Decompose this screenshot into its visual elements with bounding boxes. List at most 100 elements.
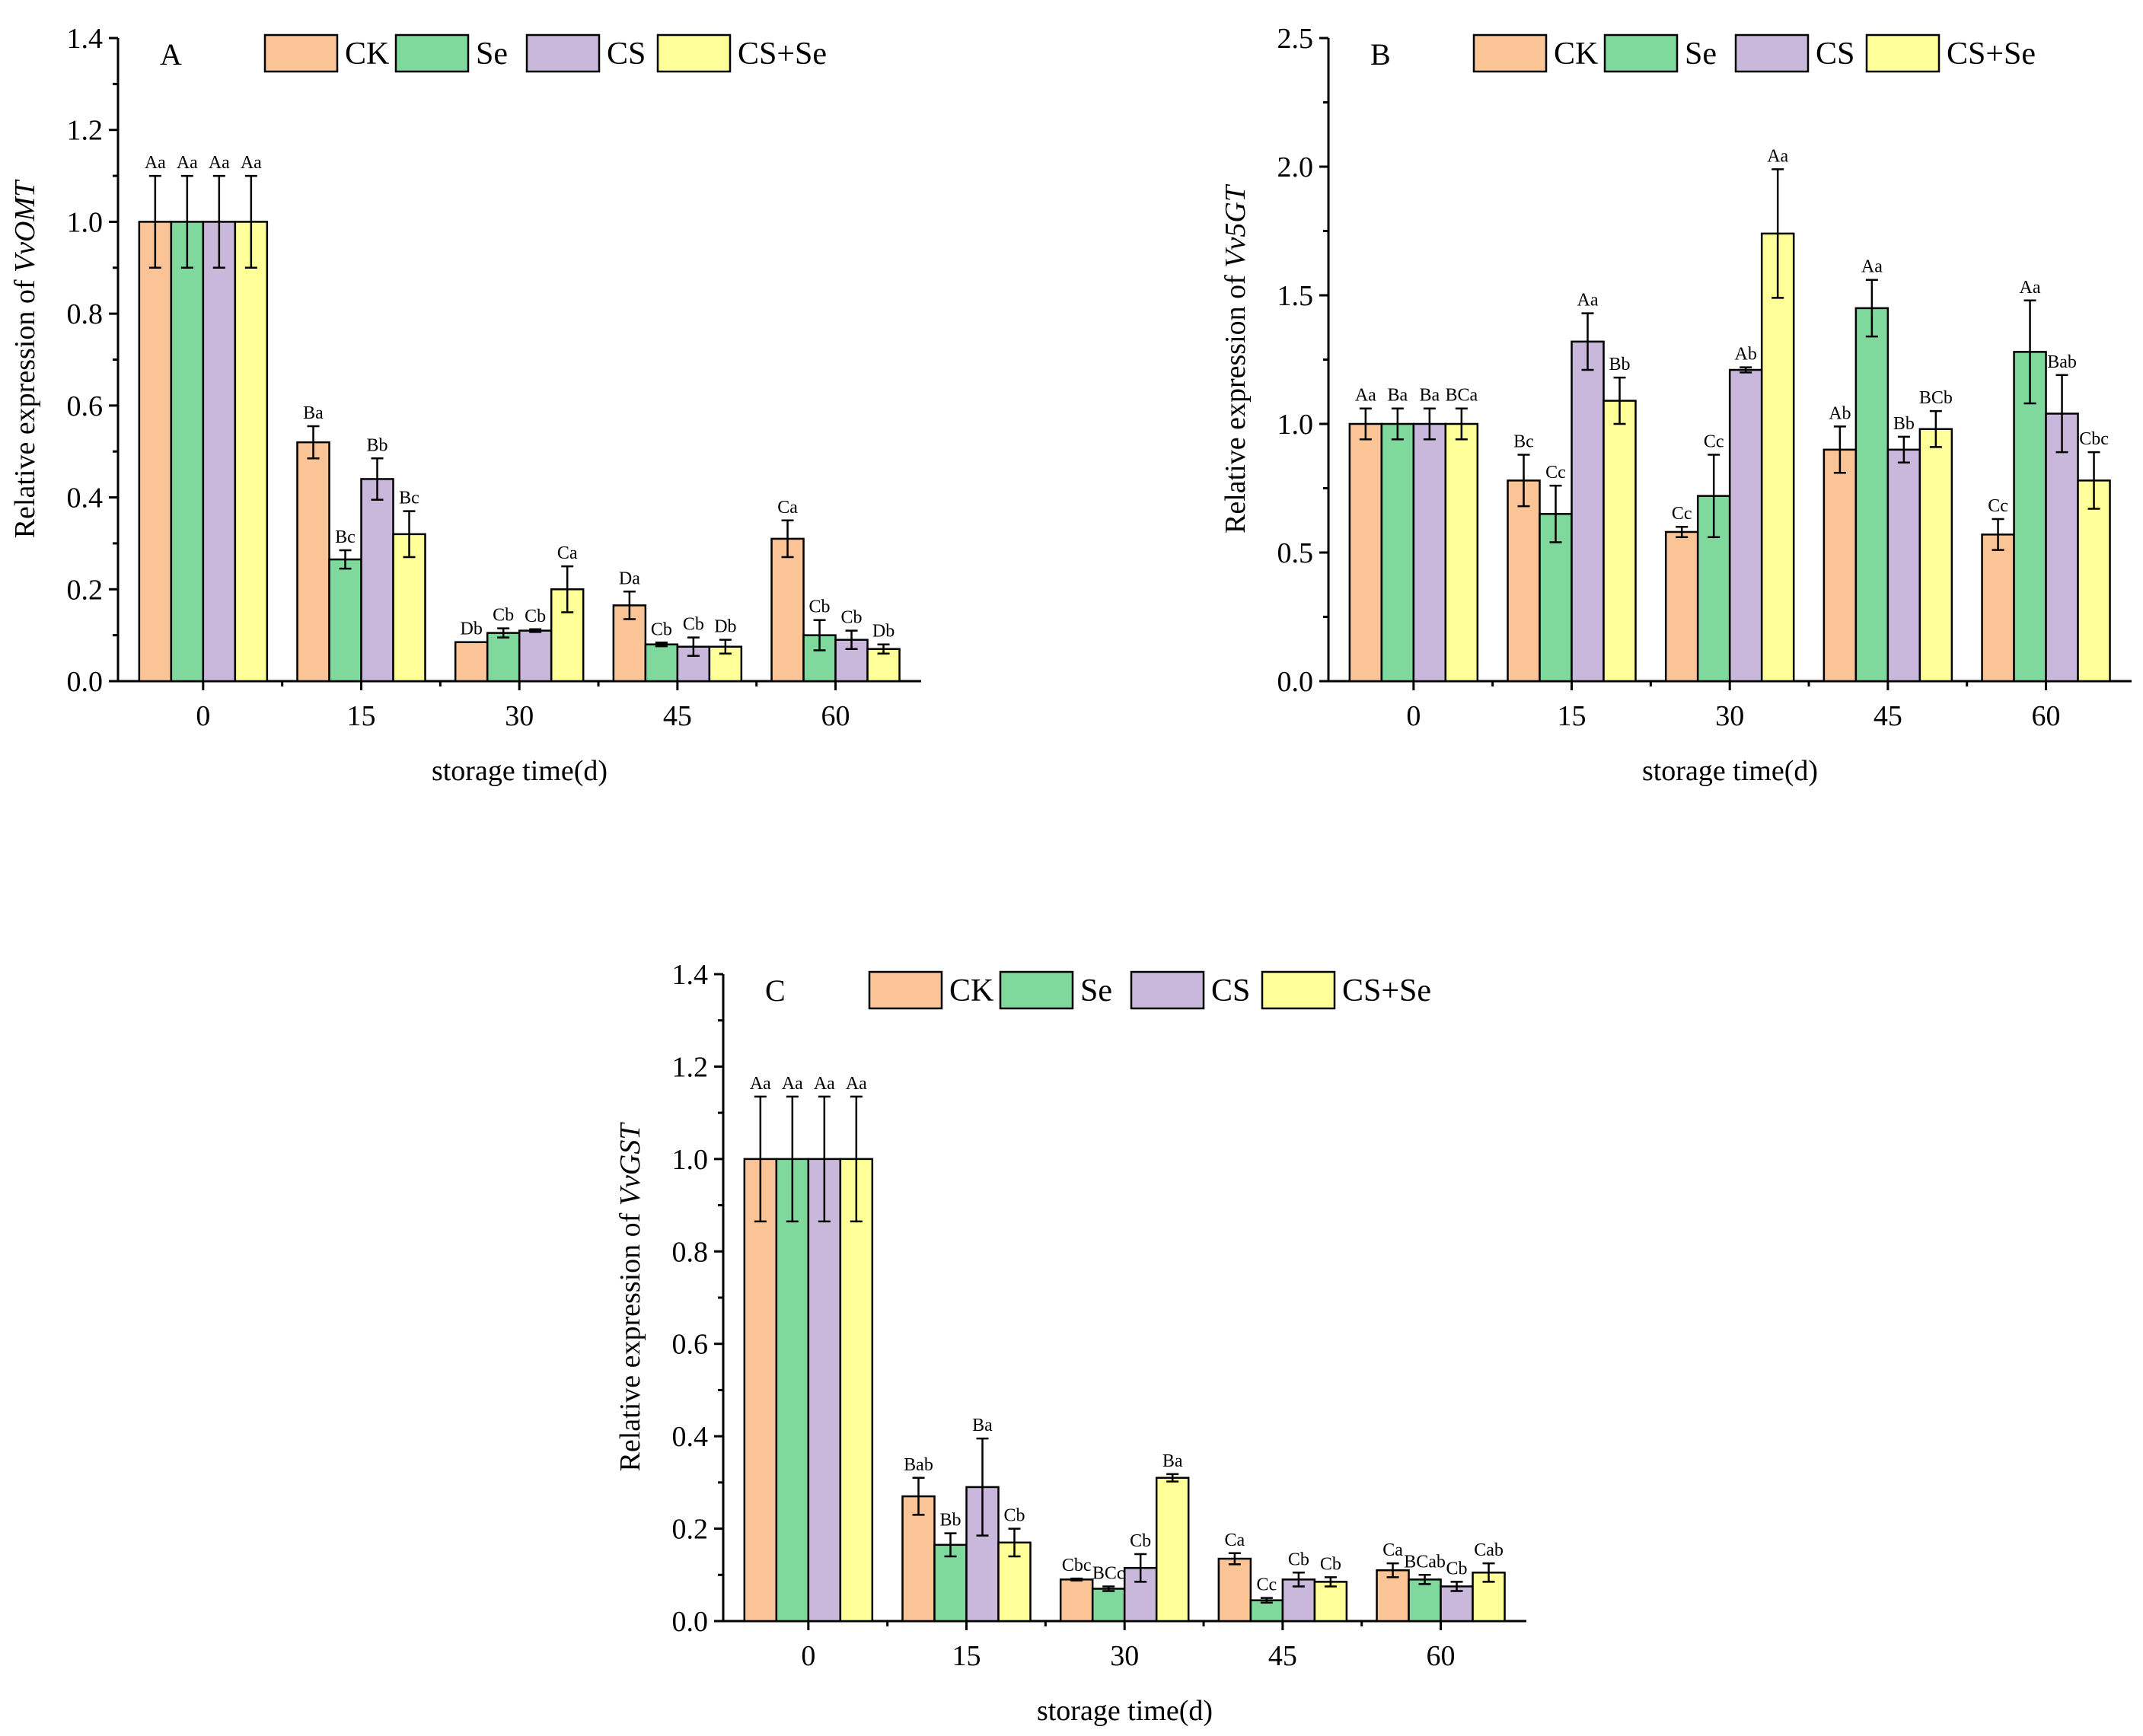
significance-label: Aa [782,1074,803,1094]
bar [1507,479,1541,683]
legend-swatch [656,33,732,73]
y-tick-label: 0.0 [67,666,104,698]
legend-label: CS+Se [1342,973,1431,1008]
significance-label: Aa [241,153,262,173]
significance-label: Bc [335,527,356,547]
legend-swatch [1472,33,1548,73]
x-tick-label: 60 [1427,1640,1456,1672]
significance-label: Cb [1130,1531,1151,1551]
significance-label: Db [461,620,483,639]
panel-label: A [160,37,182,72]
significance-label: Aa [145,153,166,173]
bar [1823,448,1858,683]
y-tick-label: 1.0 [67,206,104,238]
legend-swatch [394,33,470,73]
x-tick-label: 30 [505,700,534,732]
bar [1918,428,1953,683]
legend-swatch [1734,33,1810,73]
x-axis-label: storage time(d) [1642,755,1818,787]
y-tick-label: 1.0 [672,1144,709,1176]
bar [1412,422,1447,683]
bar [1313,1581,1348,1623]
significance-label: Ba [1162,1451,1183,1471]
legend-label: CK [1554,37,1598,72]
bar [1408,1578,1442,1623]
y-tick-label: 2.0 [1277,151,1314,183]
bar [1664,530,1699,683]
significance-label: Aa [1861,257,1883,277]
legend-swatch [999,970,1074,1010]
x-tick-label: 0 [801,1640,815,1672]
significance-label: Db [714,617,736,637]
significance-label: Cb [493,606,514,626]
bar [2045,412,2079,683]
significance-label: Ab [1829,403,1851,423]
significance-label: Ca [557,543,578,563]
significance-label: Aa [1577,291,1599,311]
y-axis-label: Relative expression of VvOMT [9,179,41,538]
significance-label: Ca [1225,1531,1245,1550]
x-tick-label: 45 [1268,1640,1297,1672]
bar [1886,448,1921,683]
y-tick-label: 0.6 [67,390,104,422]
y-tick-label: 0.8 [672,1236,709,1268]
significance-label: Aa [814,1074,835,1094]
bar [138,221,173,683]
y-tick-label: 2.5 [1277,23,1314,55]
y-tick-label: 0.0 [1277,666,1314,698]
significance-label: Cab [1474,1540,1504,1560]
significance-label: Cc [1672,504,1692,524]
significance-label: Bc [399,489,419,508]
y-tick-label: 1.4 [672,959,709,991]
panel-label: B [1370,37,1391,72]
y-tick-label: 0.5 [1277,537,1314,569]
significance-label: Cb [651,620,672,639]
significance-label: Ba [1388,386,1408,406]
significance-label: Cc [1988,496,2008,516]
significance-label: Bab [904,1455,933,1475]
bar [360,478,394,683]
legend-label: CK [345,37,389,72]
significance-label: Cbc [1062,1556,1092,1575]
significance-label: Ca [1382,1540,1403,1560]
bar [1602,400,1637,683]
significance-label: Aa [2020,278,2041,298]
bar [770,537,805,683]
x-tick-label: 45 [663,700,692,732]
chart-panel-b: 0.0 0.5 1.0 1.5 2.0 2.5 Relative expression of… [1220,23,2132,787]
significance-label: Ba [1420,386,1440,406]
y-tick-label: 0.0 [672,1606,709,1638]
y-tick-label: 0.8 [67,298,104,330]
legend-label: Se [476,37,508,72]
y-axis-label: Relative expression of Vv5GT [1220,183,1252,534]
significance-label: Ba [972,1416,993,1435]
y-axis-label: Relative expression of VvGST [614,1122,646,1472]
bar [743,1158,778,1623]
significance-label: BCab [1404,1552,1446,1572]
x-axis-label: storage time(d) [432,755,608,787]
bar [1981,534,2015,683]
legend-swatch [1603,33,1679,73]
bar [296,441,330,683]
bar [775,1158,810,1623]
y-tick-label: 1.4 [67,23,104,55]
significance-label: BCc [1092,1563,1125,1583]
significance-label: BCb [1919,388,1953,408]
legend-label: CS [1816,37,1854,72]
x-tick-label: 30 [1110,1640,1139,1672]
significance-label: Aa [1767,146,1788,166]
significance-label: Cb [1004,1506,1025,1526]
x-tick-label: 45 [1874,700,1902,732]
bar [234,221,269,683]
y-tick-label: 1.2 [672,1051,709,1083]
significance-label: Aa [846,1074,867,1094]
y-tick-label: 1.2 [67,115,104,147]
y-tick-label: 0.2 [67,574,104,606]
significance-label: Bc [1513,432,1534,452]
x-tick-label: 30 [1715,700,1744,732]
legend-swatch [525,33,601,73]
x-tick-label: 60 [2032,700,2061,732]
significance-label: Cb [841,608,863,628]
y-tick-label: 1.0 [1277,409,1314,441]
